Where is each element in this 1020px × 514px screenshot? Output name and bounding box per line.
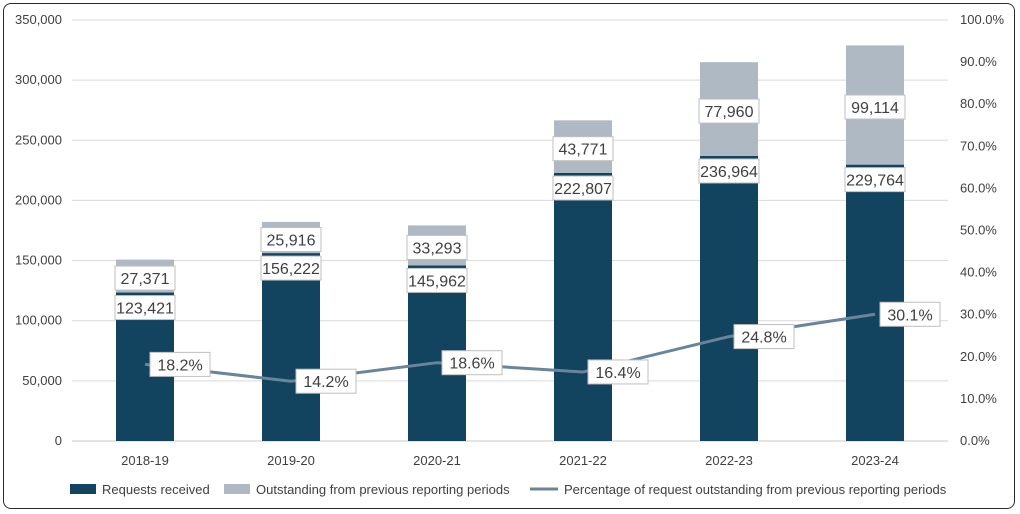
data-label-percentage: 16.4% (595, 365, 640, 382)
data-label-requests-received: 145,962 (408, 273, 466, 290)
y-axis-tick-label: 150,000 (15, 253, 62, 268)
y2-axis-tick-label: 50.0% (960, 223, 997, 238)
x-axis-category-label: 2023-24 (851, 453, 899, 468)
data-label-outstanding: 27,371 (121, 271, 170, 288)
data-label-percentage-box (149, 351, 211, 377)
legend-swatch-outstanding (224, 484, 250, 494)
data-label-outstanding-box (844, 94, 906, 120)
legend-label-percentage: Percentage of request outstanding from p… (564, 482, 947, 497)
x-axis-category-label: 2019-20 (267, 453, 315, 468)
bar-requests-received (554, 172, 612, 442)
y2-axis-tick-label: 30.0% (960, 307, 997, 322)
data-label-requests-received: 236,964 (700, 164, 758, 181)
x-axis-category-label: 2020-21 (413, 453, 461, 468)
data-label-requests-received-box (844, 167, 906, 193)
bar-requests-received (262, 253, 320, 441)
data-label-outstanding: 25,916 (267, 233, 316, 250)
data-label-percentage: 18.6% (449, 356, 494, 373)
y2-axis-tick-label: 0.0% (960, 433, 990, 448)
x-axis-category-label: 2022-23 (705, 453, 753, 468)
data-label-requests-received: 229,764 (846, 173, 904, 190)
data-label-requests-received-box (552, 175, 614, 201)
data-label-outstanding: 77,960 (705, 104, 754, 121)
bar-requests-received (700, 155, 758, 441)
data-label-requests-received-box (114, 295, 176, 321)
x-axis-category-label: 2021-22 (559, 453, 607, 468)
data-label-requests-received-box (698, 158, 760, 184)
legend-label-outstanding: Outstanding from previous reporting peri… (256, 482, 510, 497)
data-label-percentage: 14.2% (303, 374, 348, 391)
data-label-percentage: 30.1% (887, 307, 932, 324)
data-label-percentage-box (879, 301, 941, 327)
data-label-requests-received-box (260, 255, 322, 281)
y-axis-tick-label: 0 (55, 433, 62, 448)
data-label-outstanding: 33,293 (413, 240, 462, 257)
y2-axis-tick-label: 70.0% (960, 138, 997, 153)
y-axis-tick-label: 50,000 (22, 373, 62, 388)
y2-axis-tick-label: 60.0% (960, 180, 997, 195)
data-label-percentage-box (441, 350, 503, 376)
data-label-percentage-box (733, 324, 795, 350)
data-label-requests-received: 123,421 (116, 301, 174, 318)
legend-swatch-requests-received (70, 484, 96, 494)
y2-axis-tick-label: 40.0% (960, 265, 997, 280)
y-axis-tick-label: 200,000 (15, 192, 62, 207)
y-axis-tick-label: 350,000 (15, 12, 62, 27)
data-label-percentage: 18.2% (157, 357, 202, 374)
y-axis-tick-label: 300,000 (15, 72, 62, 87)
legend-label-requests-received: Requests received (102, 482, 210, 497)
x-axis-category-label: 2018-19 (121, 453, 169, 468)
y-axis-tick-label: 100,000 (15, 313, 62, 328)
data-label-outstanding-box (698, 98, 760, 124)
y2-axis-tick-label: 90.0% (960, 54, 997, 69)
data-label-requests-received-box (406, 267, 468, 293)
data-label-percentage-box (587, 359, 649, 385)
data-label-requests-received: 222,807 (554, 181, 612, 198)
y2-axis-tick-label: 20.0% (960, 349, 997, 364)
data-label-percentage: 24.8% (741, 330, 786, 347)
data-label-outstanding-box (114, 265, 176, 291)
data-label-outstanding-box (406, 234, 468, 260)
data-label-outstanding: 43,771 (559, 142, 608, 159)
data-label-outstanding-box (260, 227, 322, 253)
data-label-requests-received: 156,222 (262, 261, 320, 278)
y2-axis-tick-label: 80.0% (960, 96, 997, 111)
y-axis-tick-label: 250,000 (15, 132, 62, 147)
data-label-percentage-box (295, 368, 357, 394)
y2-axis-tick-label: 10.0% (960, 391, 997, 406)
data-label-outstanding: 99,114 (851, 100, 899, 117)
y2-axis-tick-label: 100.0% (960, 12, 1005, 27)
data-label-outstanding-box (552, 136, 614, 162)
